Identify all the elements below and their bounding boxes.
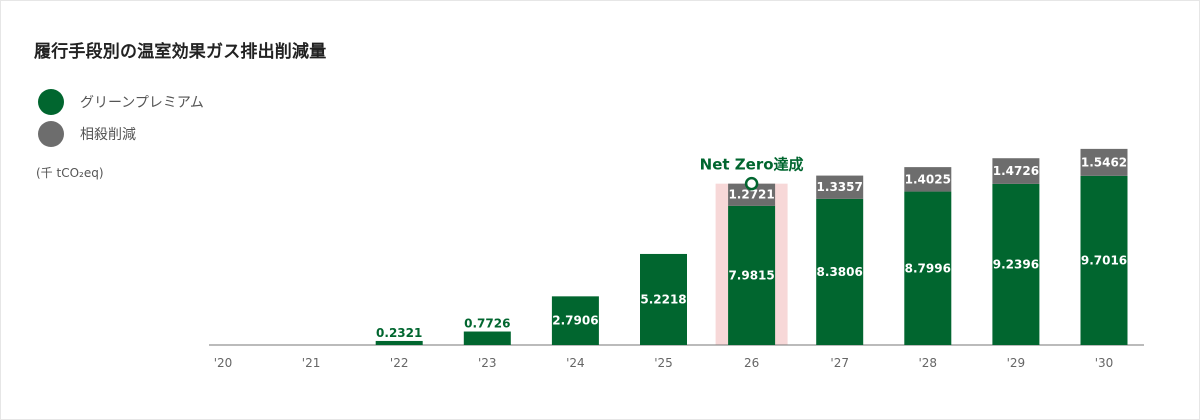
legend-swatch-offset-reduction [38, 121, 64, 147]
bar-green-premium-4 [551, 296, 599, 345]
bar-offset-reduction-10 [1080, 148, 1128, 176]
bar-label-offset-reduction-10: 1.5462 [1081, 155, 1127, 169]
bar-label-green-premium-6: 7.9815 [728, 268, 774, 282]
bar-green-premium-3 [463, 331, 511, 345]
bar-label-green-premium-2: 0.2321 [376, 326, 422, 340]
legend-swatch-green-premium [38, 89, 64, 115]
bar-offset-reduction-6 [728, 183, 776, 206]
bar-green-premium-2 [375, 340, 423, 345]
x-tick-label-10: '30 [1095, 356, 1114, 370]
bar-label-green-premium-7: 8.3806 [817, 265, 863, 279]
netzero-label: Net Zero達成 [700, 156, 804, 174]
bar-offset-reduction-8 [904, 167, 952, 192]
x-tick-label-2: '22 [390, 356, 409, 370]
bar-label-offset-reduction-6: 1.2721 [728, 188, 774, 202]
bar-label-green-premium-8: 8.7996 [905, 261, 951, 275]
x-tick-label-6: 26 [744, 356, 759, 370]
bar-green-premium-9 [992, 183, 1040, 345]
legend-item-offset-reduction: 相殺削減 [38, 121, 136, 147]
bar-offset-reduction-9 [992, 158, 1040, 184]
x-tick-label-5: '25 [654, 356, 673, 370]
x-tick-label-4: '24 [566, 356, 585, 370]
chart-title: 履行手段別の温室効果ガス排出削減量 [34, 42, 327, 62]
bar-label-green-premium-3: 0.7726 [464, 317, 510, 331]
bar-green-premium-8 [904, 191, 952, 345]
bar-green-premium-5 [640, 253, 687, 345]
bar-green-premium-7 [816, 198, 864, 345]
x-tick-label-8: '28 [919, 356, 938, 370]
legend-label-green-premium: グリーンプレミアム [80, 95, 204, 111]
bar-label-green-premium-5: 5.2218 [640, 292, 686, 306]
x-tick-label-9: '29 [1007, 356, 1026, 370]
bar-label-offset-reduction-7: 1.3357 [817, 180, 863, 194]
bar-label-offset-reduction-9: 1.4726 [993, 164, 1039, 178]
bar-offset-reduction-7 [816, 175, 864, 199]
x-tick-label-1: '21 [302, 356, 321, 370]
bar-label-offset-reduction-8: 1.4025 [905, 172, 951, 186]
x-tick-label-0: '20 [214, 356, 233, 370]
netzero-marker-icon [744, 176, 759, 191]
bar-green-premium-10 [1080, 175, 1128, 345]
legend-item-green-premium: グリーンプレミアム [38, 89, 204, 115]
x-tick-label-7: '27 [830, 356, 849, 370]
unit-label: (千 tCO₂eq) [36, 166, 104, 180]
bar-label-green-premium-10: 9.7016 [1081, 253, 1127, 267]
bar-label-green-premium-4: 2.7906 [552, 314, 598, 328]
x-tick-label-3: '23 [478, 356, 497, 370]
bar-label-green-premium-9: 9.2396 [993, 257, 1039, 271]
legend-label-offset-reduction: 相殺削減 [80, 127, 136, 143]
bar-green-premium-6 [728, 205, 776, 345]
